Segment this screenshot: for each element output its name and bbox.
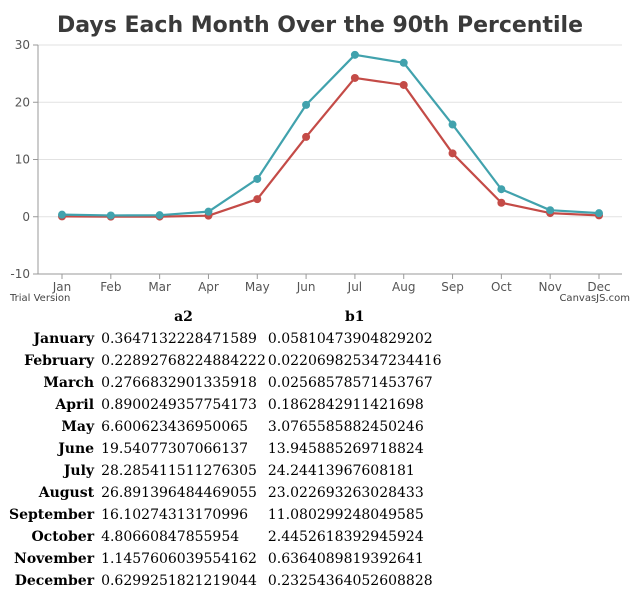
table-cell-b1: 0.05810473904829202 bbox=[267, 331, 433, 347]
table-cell-b1: 0.02568578571453767 bbox=[267, 375, 433, 391]
data-point-a2[interactable] bbox=[253, 174, 262, 183]
series-layer bbox=[58, 50, 603, 221]
table-cell-month: October bbox=[31, 529, 95, 545]
table-row: April 0.8900249357754173 0.186284291142169… bbox=[8, 394, 443, 416]
table-row: October 4.80660847855954 2.445261839294592… bbox=[8, 526, 443, 548]
table-header-a2: a2 bbox=[174, 309, 193, 325]
table-row: November 1.1457606039554162 0.636408981939… bbox=[8, 548, 443, 570]
table-cell-month: August bbox=[38, 485, 95, 501]
table-cell-b1: 13.945885269718824 bbox=[267, 441, 424, 457]
data-point-b1[interactable] bbox=[448, 149, 457, 158]
data-point-a2[interactable] bbox=[546, 206, 555, 215]
table-cell-month: March bbox=[43, 375, 95, 391]
x-tick-label: Oct bbox=[491, 280, 512, 294]
data-point-a2[interactable] bbox=[302, 100, 311, 109]
data-point-a2[interactable] bbox=[58, 210, 66, 219]
axes: -10 0 10 20 30 Jan Feb Mar Apr May Jun Jul Aug Sep Oct… bbox=[10, 38, 622, 294]
series-line-a2 bbox=[61, 53, 600, 217]
table-cell-b1: 0.1862842911421698 bbox=[267, 397, 424, 413]
data-point-a2[interactable] bbox=[350, 50, 359, 59]
table-cell-month: June bbox=[58, 441, 95, 457]
series-a2 bbox=[58, 50, 603, 220]
table-cell-a2: 0.22892768224884222 bbox=[101, 353, 266, 369]
data-point-a2[interactable] bbox=[399, 58, 408, 67]
table-header-row: a2 b1 bbox=[8, 306, 443, 328]
table-row: July 28.285411511276305 24.24413967608181 bbox=[8, 460, 443, 482]
table-cell-a2: 16.10274313170996 bbox=[101, 507, 249, 523]
table-cell-b1: 3.0765585882450246 bbox=[267, 419, 424, 435]
table-row: December 0.6299251821219044 0.232543640526… bbox=[8, 570, 443, 592]
table-cell-a2: 1.1457606039554162 bbox=[101, 551, 257, 567]
table-cell-a2: 0.6299251821219044 bbox=[101, 573, 257, 589]
table-cell-month: July bbox=[63, 463, 95, 479]
table-body: January 0.3647132228471589 0.0581047390482… bbox=[8, 328, 443, 592]
y-tick-label: 0 bbox=[22, 210, 30, 224]
table-cell-b1: 24.24413967608181 bbox=[267, 463, 415, 479]
data-point-b1[interactable] bbox=[350, 73, 359, 82]
table-row: August 26.891396484469055 23.0226932630284… bbox=[8, 482, 443, 504]
table-cell-a2: 0.3647132228471589 bbox=[101, 331, 257, 347]
x-tick-label: Aug bbox=[392, 280, 415, 294]
table-cell-b1: 2.4452618392945924 bbox=[267, 529, 424, 545]
table-cell-b1: 0.022069825347234416 bbox=[267, 353, 442, 369]
chart-title: Days Each Month Over the 90th Percentile bbox=[57, 13, 583, 38]
x-tick-label: May bbox=[245, 280, 270, 294]
x-tick-label: Mar bbox=[148, 280, 171, 294]
table-cell-a2: 19.54077307066137 bbox=[101, 441, 249, 457]
data-point-a2[interactable] bbox=[204, 207, 213, 216]
table-cell-a2: 26.891396484469055 bbox=[101, 485, 257, 501]
y-tick-label: 20 bbox=[15, 95, 30, 109]
table-row: March 0.2766832901335918 0.025685785714537… bbox=[8, 372, 443, 394]
line-chart: Days Each Month Over the 90th Percentile… bbox=[9, 13, 630, 304]
data-table: a2 b1 January 0.3647132228471589 0.0581047… bbox=[8, 306, 443, 592]
y-tick-label: 30 bbox=[15, 38, 30, 52]
x-tick-label: Sep bbox=[441, 280, 464, 294]
table-row: May 6.600623436950065 3.0765585882450246 bbox=[8, 416, 443, 438]
data-point-b1[interactable] bbox=[302, 132, 311, 141]
data-point-a2[interactable] bbox=[595, 209, 603, 218]
table-cell-month: December bbox=[14, 573, 95, 589]
x-tick-label: Dec bbox=[587, 280, 610, 294]
x-tick-label: Feb bbox=[100, 280, 121, 294]
table-cell-a2: 0.2766832901335918 bbox=[101, 375, 257, 391]
table-cell-b1: 0.6364089819392641 bbox=[267, 551, 424, 567]
table-cell-a2: 0.8900249357754173 bbox=[101, 397, 257, 413]
table-row: June 19.54077307066137 13.945885269718824 bbox=[8, 438, 443, 460]
x-tick-label: Jun bbox=[296, 280, 316, 294]
x-tick-label: Jan bbox=[52, 280, 72, 294]
table-cell-month: November bbox=[14, 551, 95, 567]
table-cell-b1: 23.022693263028433 bbox=[267, 485, 424, 501]
table-cell-b1: 11.080299248049585 bbox=[267, 507, 424, 523]
data-point-b1[interactable] bbox=[497, 198, 506, 207]
table-row: September 16.10274313170996 11.08029924804… bbox=[8, 504, 443, 526]
y-tick-label: -10 bbox=[10, 267, 30, 281]
table-cell-month: February bbox=[24, 353, 95, 369]
x-tick-label: Jul bbox=[347, 280, 362, 294]
table-row: January 0.3647132228471589 0.0581047390482… bbox=[8, 328, 443, 350]
y-tick-label: 10 bbox=[15, 153, 30, 167]
table-cell-month: April bbox=[55, 397, 95, 413]
canvasjs-credit[interactable]: CanvasJS.com bbox=[559, 293, 630, 304]
table-cell-a2: 28.285411511276305 bbox=[101, 463, 257, 479]
table-cell-month: September bbox=[9, 507, 95, 523]
table-row: February 0.22892768224884222 0.02206982534… bbox=[8, 350, 443, 372]
data-point-a2[interactable] bbox=[106, 211, 115, 220]
series-line-b1 bbox=[61, 76, 600, 218]
table-cell-a2: 6.600623436950065 bbox=[101, 419, 249, 435]
data-point-b1[interactable] bbox=[399, 80, 408, 89]
data-point-b1[interactable] bbox=[253, 195, 262, 204]
table-cell-b1: 0.23254364052608828 bbox=[267, 573, 433, 589]
table-header-b1: b1 bbox=[344, 309, 365, 325]
data-point-a2[interactable] bbox=[155, 211, 164, 220]
x-tick-label: Apr bbox=[198, 280, 219, 294]
trial-version-credit: Trial Version bbox=[9, 293, 70, 304]
table-header-month bbox=[8, 306, 100, 328]
table-cell-month: May bbox=[61, 419, 95, 435]
data-point-a2[interactable] bbox=[448, 120, 457, 129]
table-cell-month: January bbox=[33, 331, 95, 347]
table-cell-a2: 4.80660847855954 bbox=[101, 529, 240, 545]
data-point-a2[interactable] bbox=[497, 185, 506, 194]
x-tick-label: Nov bbox=[538, 280, 561, 294]
